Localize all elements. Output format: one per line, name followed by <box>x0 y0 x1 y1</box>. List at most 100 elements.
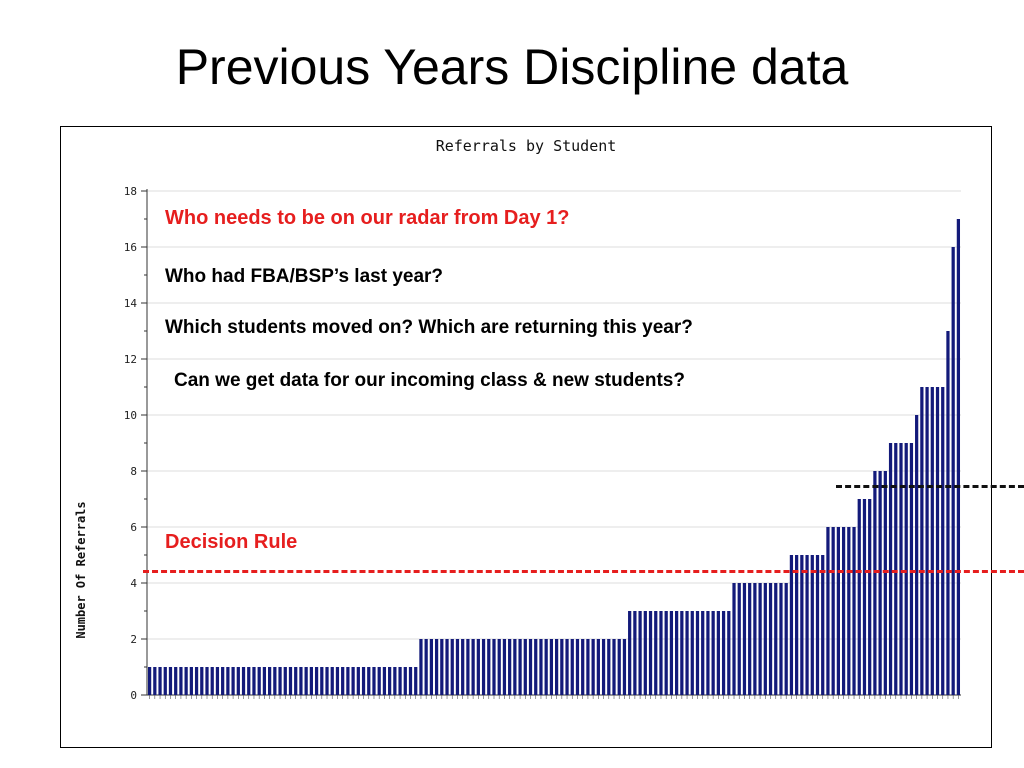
bar <box>508 639 512 695</box>
bar <box>675 611 679 695</box>
y-tick-label: 6 <box>130 521 137 534</box>
bar <box>403 667 407 695</box>
bar <box>466 639 470 695</box>
bar <box>560 639 564 695</box>
bar <box>883 471 887 695</box>
bar <box>455 639 460 695</box>
bar <box>325 667 329 695</box>
bar <box>174 667 178 695</box>
bar <box>330 667 334 695</box>
bar <box>497 639 501 695</box>
bar <box>904 443 908 695</box>
bar <box>633 611 637 695</box>
bar <box>544 639 548 695</box>
y-tick-label: 4 <box>130 577 137 590</box>
bar <box>706 611 710 695</box>
bar <box>304 667 308 695</box>
bar <box>445 639 449 695</box>
bar <box>638 611 642 695</box>
bar <box>200 667 204 695</box>
bar <box>273 667 277 695</box>
bar <box>434 639 439 695</box>
bar <box>492 639 496 695</box>
bar <box>351 667 355 695</box>
bar <box>795 555 799 695</box>
bar <box>690 611 694 695</box>
bar <box>205 667 209 695</box>
bar <box>153 667 157 695</box>
bar <box>930 387 934 695</box>
bar <box>513 639 517 695</box>
bar <box>701 611 705 695</box>
bar <box>935 387 940 695</box>
bar <box>612 639 616 695</box>
bar <box>575 639 580 695</box>
radar-question: Who needs to be on our radar from Day 1? <box>165 207 570 229</box>
bar <box>476 639 480 695</box>
decision-rule-line <box>143 570 1024 573</box>
bar <box>372 667 376 695</box>
bar <box>841 527 846 695</box>
bar <box>341 667 345 695</box>
bar <box>716 611 720 695</box>
bar <box>231 667 235 695</box>
bar <box>565 639 569 695</box>
bar <box>622 639 627 695</box>
bar <box>852 527 856 695</box>
bar <box>810 555 814 695</box>
bar <box>314 667 319 695</box>
bar <box>800 555 804 695</box>
bar <box>758 583 762 695</box>
y-tick-label: 18 <box>124 185 137 198</box>
bar <box>518 639 522 695</box>
bar <box>236 667 240 695</box>
moved-question: Which students moved on? Which are retur… <box>165 317 693 338</box>
bar <box>774 583 778 695</box>
bar <box>184 667 188 695</box>
bar <box>925 387 929 695</box>
bar <box>648 611 653 695</box>
bar <box>789 555 794 695</box>
bar <box>601 639 606 695</box>
bar <box>221 667 225 695</box>
bar <box>643 611 647 695</box>
threshold-dashed-line <box>836 485 1024 488</box>
bar <box>956 219 961 695</box>
bar <box>742 583 747 695</box>
bar <box>570 639 574 695</box>
bar <box>288 667 293 695</box>
bar <box>424 639 428 695</box>
decision-rule-label: Decision Rule <box>165 531 298 553</box>
bar <box>168 667 173 695</box>
bar <box>680 611 684 695</box>
bar <box>894 443 898 695</box>
bar <box>941 387 945 695</box>
bar <box>294 667 298 695</box>
fba-question: Who had FBA/BSP’s last year? <box>165 266 444 287</box>
bar <box>414 667 418 695</box>
bar <box>163 667 167 695</box>
bar <box>607 639 611 695</box>
bar <box>784 583 788 695</box>
bar <box>659 611 663 695</box>
bar <box>763 583 767 695</box>
chart-title: Referrals by Student <box>435 137 617 155</box>
bar <box>868 499 872 695</box>
bar <box>591 639 595 695</box>
bar <box>335 667 340 695</box>
bar <box>831 527 835 695</box>
chart-frame: Referrals by Student Number Of Referrals… <box>60 126 992 748</box>
bar <box>664 611 668 695</box>
bar <box>732 583 736 695</box>
bar <box>685 611 689 695</box>
bar <box>951 247 955 695</box>
bar <box>768 583 773 695</box>
bar <box>361 667 366 695</box>
bar <box>753 583 757 695</box>
bar <box>617 639 621 695</box>
bar <box>147 667 152 695</box>
bar <box>429 639 433 695</box>
bar <box>586 639 590 695</box>
bar <box>815 555 820 695</box>
bar <box>862 499 867 695</box>
